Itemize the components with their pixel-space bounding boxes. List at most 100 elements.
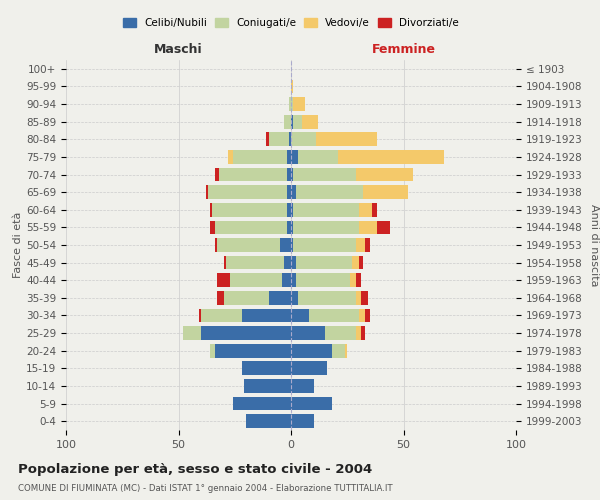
Bar bbox=[217, 238, 280, 252]
Bar bbox=[291, 414, 314, 428]
Bar bbox=[223, 291, 269, 304]
Bar bbox=[291, 132, 316, 146]
Bar bbox=[183, 326, 201, 340]
Bar bbox=[309, 308, 359, 322]
Bar bbox=[266, 132, 269, 146]
Bar bbox=[302, 115, 318, 128]
Bar bbox=[293, 203, 359, 216]
Bar bbox=[291, 150, 298, 164]
Bar bbox=[331, 344, 345, 358]
Bar bbox=[352, 256, 359, 270]
Bar bbox=[287, 220, 291, 234]
Bar bbox=[291, 168, 293, 181]
Bar bbox=[289, 97, 291, 111]
Bar bbox=[199, 308, 201, 322]
Bar bbox=[361, 326, 365, 340]
Bar bbox=[201, 308, 241, 322]
Bar bbox=[291, 326, 325, 340]
Bar bbox=[291, 274, 296, 287]
Bar bbox=[291, 344, 331, 358]
Bar bbox=[372, 203, 377, 216]
Bar bbox=[316, 132, 377, 146]
Bar bbox=[298, 150, 338, 164]
Bar bbox=[296, 274, 349, 287]
Bar bbox=[269, 291, 291, 304]
Bar bbox=[338, 150, 444, 164]
Bar bbox=[291, 220, 293, 234]
Bar bbox=[291, 362, 327, 375]
Bar bbox=[233, 150, 287, 164]
Bar bbox=[287, 186, 291, 199]
Bar bbox=[291, 203, 293, 216]
Bar bbox=[228, 150, 233, 164]
Bar bbox=[291, 186, 296, 199]
Bar bbox=[356, 238, 365, 252]
Text: Maschi: Maschi bbox=[154, 44, 203, 57]
Bar bbox=[293, 168, 356, 181]
Bar bbox=[282, 274, 291, 287]
Bar bbox=[269, 132, 289, 146]
Bar bbox=[201, 326, 291, 340]
Bar bbox=[210, 344, 215, 358]
Bar bbox=[210, 220, 215, 234]
Bar bbox=[296, 256, 352, 270]
Bar bbox=[287, 150, 291, 164]
Bar bbox=[215, 238, 217, 252]
Bar bbox=[244, 379, 291, 393]
Bar bbox=[359, 220, 377, 234]
Bar bbox=[291, 256, 296, 270]
Bar bbox=[291, 396, 331, 410]
Bar bbox=[287, 203, 291, 216]
Y-axis label: Fasce di età: Fasce di età bbox=[13, 212, 23, 278]
Bar bbox=[293, 220, 359, 234]
Bar bbox=[365, 238, 370, 252]
Bar bbox=[208, 186, 287, 199]
Bar bbox=[296, 186, 363, 199]
Bar bbox=[223, 256, 226, 270]
Bar bbox=[325, 326, 356, 340]
Bar bbox=[356, 326, 361, 340]
Bar bbox=[359, 256, 363, 270]
Bar bbox=[345, 344, 347, 358]
Bar bbox=[217, 291, 223, 304]
Bar bbox=[359, 308, 365, 322]
Bar bbox=[291, 115, 293, 128]
Bar bbox=[210, 203, 212, 216]
Bar bbox=[215, 220, 287, 234]
Legend: Celibi/Nubili, Coniugati/e, Vedovi/e, Divorziati/e: Celibi/Nubili, Coniugati/e, Vedovi/e, Di… bbox=[119, 14, 463, 32]
Bar bbox=[356, 274, 361, 287]
Bar bbox=[293, 115, 302, 128]
Bar bbox=[287, 168, 291, 181]
Bar bbox=[361, 291, 367, 304]
Bar bbox=[349, 274, 356, 287]
Bar bbox=[241, 308, 291, 322]
Y-axis label: Anni di nascita: Anni di nascita bbox=[589, 204, 599, 286]
Bar bbox=[212, 203, 287, 216]
Bar bbox=[284, 115, 291, 128]
Bar bbox=[298, 291, 356, 304]
Bar bbox=[215, 168, 219, 181]
Bar bbox=[356, 168, 413, 181]
Bar bbox=[291, 238, 293, 252]
Bar bbox=[291, 97, 293, 111]
Text: Femmine: Femmine bbox=[371, 44, 436, 57]
Bar bbox=[291, 308, 309, 322]
Bar bbox=[356, 291, 361, 304]
Bar bbox=[291, 291, 298, 304]
Text: COMUNE DI FIUMINATA (MC) - Dati ISTAT 1° gennaio 2004 - Elaborazione TUTTITALIA.: COMUNE DI FIUMINATA (MC) - Dati ISTAT 1°… bbox=[18, 484, 392, 493]
Bar bbox=[293, 238, 356, 252]
Bar bbox=[215, 344, 291, 358]
Bar bbox=[241, 362, 291, 375]
Bar bbox=[289, 132, 291, 146]
Bar bbox=[293, 97, 305, 111]
Bar bbox=[291, 80, 293, 94]
Bar bbox=[280, 238, 291, 252]
Bar bbox=[246, 414, 291, 428]
Bar bbox=[291, 379, 314, 393]
Bar bbox=[359, 203, 372, 216]
Bar bbox=[205, 186, 208, 199]
Bar bbox=[363, 186, 408, 199]
Bar bbox=[219, 168, 287, 181]
Bar bbox=[284, 256, 291, 270]
Bar bbox=[365, 308, 370, 322]
